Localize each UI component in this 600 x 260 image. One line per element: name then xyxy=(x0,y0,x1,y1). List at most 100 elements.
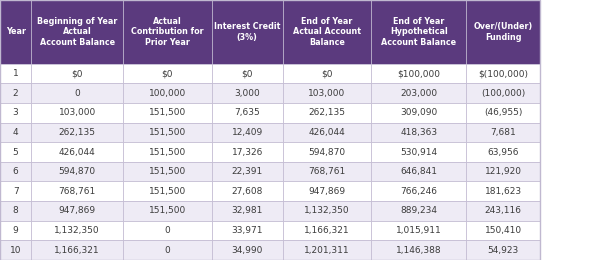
Text: 426,044: 426,044 xyxy=(59,147,95,157)
Bar xyxy=(0,201,31,221)
Bar xyxy=(0,181,31,201)
Bar xyxy=(212,201,283,221)
Text: 9: 9 xyxy=(13,226,19,235)
Bar xyxy=(123,83,212,103)
Text: 7: 7 xyxy=(13,187,19,196)
Text: $0: $0 xyxy=(321,69,333,78)
Bar xyxy=(31,181,123,201)
Bar xyxy=(283,240,371,260)
Bar xyxy=(212,103,283,123)
Text: 262,135: 262,135 xyxy=(308,108,346,117)
Bar xyxy=(212,123,283,142)
Bar xyxy=(31,201,123,221)
Bar xyxy=(0,123,31,142)
Text: 121,920: 121,920 xyxy=(485,167,521,176)
Bar xyxy=(283,162,371,181)
Text: Actual
Contribution for
Prior Year: Actual Contribution for Prior Year xyxy=(131,17,204,47)
Text: $0: $0 xyxy=(71,69,83,78)
Bar xyxy=(466,123,540,142)
Text: Over/(Under)
Funding: Over/(Under) Funding xyxy=(473,22,533,42)
Bar xyxy=(371,83,466,103)
Text: 262,135: 262,135 xyxy=(59,128,95,137)
Text: 243,116: 243,116 xyxy=(485,206,521,216)
Text: Interest Credit
(3%): Interest Credit (3%) xyxy=(214,22,280,42)
Text: 0: 0 xyxy=(74,89,80,98)
Bar xyxy=(371,201,466,221)
Text: 100,000: 100,000 xyxy=(149,89,186,98)
Text: 646,841: 646,841 xyxy=(400,167,437,176)
Bar xyxy=(283,181,371,201)
Bar xyxy=(123,162,212,181)
Bar xyxy=(371,142,466,162)
Bar xyxy=(31,0,123,64)
Bar xyxy=(466,83,540,103)
Text: 309,090: 309,090 xyxy=(400,108,437,117)
Bar xyxy=(31,103,123,123)
Text: 54,923: 54,923 xyxy=(487,246,519,255)
Bar xyxy=(123,142,212,162)
Text: 151,500: 151,500 xyxy=(149,167,186,176)
Bar xyxy=(371,64,466,83)
Text: Year: Year xyxy=(5,27,26,36)
Bar xyxy=(283,123,371,142)
Bar xyxy=(466,201,540,221)
Bar xyxy=(466,103,540,123)
Text: 181,623: 181,623 xyxy=(485,187,521,196)
Text: 766,246: 766,246 xyxy=(400,187,437,196)
Text: $(100,000): $(100,000) xyxy=(478,69,528,78)
Bar xyxy=(371,103,466,123)
Bar xyxy=(466,221,540,240)
Bar xyxy=(212,181,283,201)
Bar xyxy=(466,64,540,83)
Text: 530,914: 530,914 xyxy=(400,147,437,157)
Text: 3: 3 xyxy=(13,108,19,117)
Text: 0: 0 xyxy=(164,246,170,255)
Bar xyxy=(466,142,540,162)
Text: 418,363: 418,363 xyxy=(400,128,437,137)
Bar xyxy=(0,0,31,64)
Text: 1,166,321: 1,166,321 xyxy=(54,246,100,255)
Bar xyxy=(371,123,466,142)
Bar xyxy=(212,0,283,64)
Text: 7,681: 7,681 xyxy=(490,128,516,137)
Text: 0: 0 xyxy=(164,226,170,235)
Text: 151,500: 151,500 xyxy=(149,147,186,157)
Bar xyxy=(371,162,466,181)
Text: 7,635: 7,635 xyxy=(235,108,260,117)
Bar xyxy=(31,221,123,240)
Text: End of Year
Hypothetical
Account Balance: End of Year Hypothetical Account Balance xyxy=(381,17,457,47)
Text: 151,500: 151,500 xyxy=(149,128,186,137)
Text: 1,146,388: 1,146,388 xyxy=(396,246,442,255)
Bar xyxy=(283,83,371,103)
Bar xyxy=(31,142,123,162)
Bar xyxy=(123,240,212,260)
Text: 103,000: 103,000 xyxy=(308,89,346,98)
Bar xyxy=(31,240,123,260)
Bar xyxy=(466,0,540,64)
Text: 10: 10 xyxy=(10,246,22,255)
Text: 5: 5 xyxy=(13,147,19,157)
Bar xyxy=(283,103,371,123)
Text: 17,326: 17,326 xyxy=(232,147,263,157)
Text: 768,761: 768,761 xyxy=(58,187,96,196)
Text: 33,971: 33,971 xyxy=(232,226,263,235)
Bar xyxy=(212,240,283,260)
Bar xyxy=(123,123,212,142)
Bar xyxy=(0,221,31,240)
Text: 1,201,311: 1,201,311 xyxy=(304,246,350,255)
Text: $100,000: $100,000 xyxy=(397,69,440,78)
Bar xyxy=(466,240,540,260)
Text: 27,608: 27,608 xyxy=(232,187,263,196)
Bar xyxy=(212,162,283,181)
Bar xyxy=(283,201,371,221)
Text: 22,391: 22,391 xyxy=(232,167,263,176)
Text: 8: 8 xyxy=(13,206,19,216)
Text: $0: $0 xyxy=(161,69,173,78)
Text: 594,870: 594,870 xyxy=(308,147,346,157)
Text: End of Year
Actual Account
Balance: End of Year Actual Account Balance xyxy=(293,17,361,47)
Bar xyxy=(371,181,466,201)
Text: 1: 1 xyxy=(13,69,19,78)
Bar xyxy=(371,240,466,260)
Bar xyxy=(283,64,371,83)
Bar xyxy=(123,181,212,201)
